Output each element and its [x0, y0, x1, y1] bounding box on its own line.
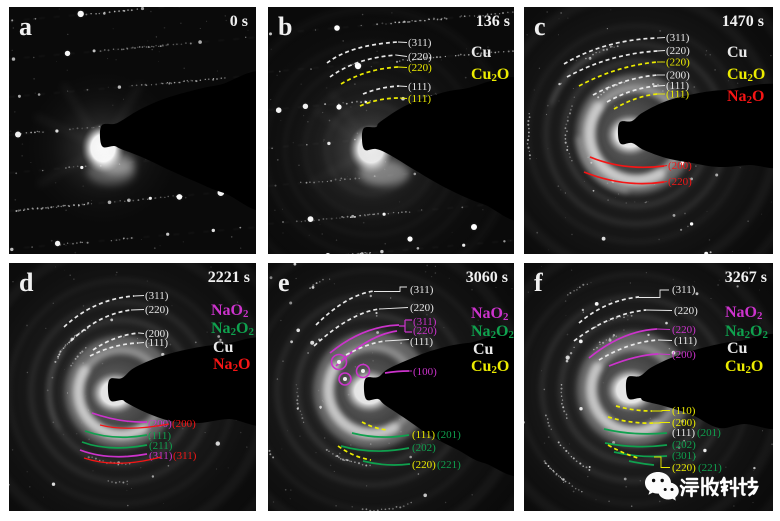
svg-text:(111): (111)	[148, 430, 171, 442]
svg-text:Cu: Cu	[727, 340, 748, 357]
svg-text:(220): (220)	[408, 51, 432, 63]
svg-text:(200): (200)	[666, 70, 690, 82]
svg-text:(110): (110)	[672, 405, 696, 417]
svg-text:NaO2: NaO2	[211, 302, 248, 320]
svg-text:(220): (220)	[145, 304, 169, 316]
svg-text:(220): (220)	[668, 176, 692, 188]
svg-text:d: d	[19, 268, 34, 297]
svg-text:(200): (200)	[145, 328, 169, 340]
svg-text:Na2O2: Na2O2	[211, 320, 254, 338]
svg-text:(111): (111)	[666, 80, 689, 92]
svg-text:(220): (220)	[674, 305, 698, 317]
svg-text:(100): (100)	[413, 366, 437, 378]
svg-text:(111): (111)	[666, 89, 689, 101]
svg-text:Cu2O: Cu2O	[471, 358, 509, 376]
svg-text:Cu2O: Cu2O	[471, 66, 509, 84]
svg-text:(111): (111)	[408, 93, 431, 105]
svg-text:Cu: Cu	[473, 341, 494, 358]
svg-text:c: c	[534, 12, 546, 41]
svg-text:(220): (220)	[666, 45, 690, 57]
svg-text:(211): (211)	[149, 440, 173, 452]
svg-text:(201): (201)	[437, 429, 461, 441]
svg-text:Cu2O: Cu2O	[727, 66, 765, 84]
svg-text:(111): (111)	[145, 337, 168, 349]
svg-text:a: a	[19, 12, 32, 41]
svg-text:e: e	[278, 268, 290, 297]
svg-text:(111): (111)	[410, 336, 433, 348]
svg-text:(200): (200)	[668, 160, 692, 172]
svg-text:(220): (220)	[408, 62, 432, 74]
svg-text:3267 s: 3267 s	[725, 269, 767, 286]
svg-text:(220): (220)	[412, 459, 436, 471]
svg-text:(202): (202)	[672, 439, 696, 451]
svg-text:(111): (111)	[674, 335, 697, 347]
svg-text:(111): (111)	[408, 81, 431, 93]
svg-text:(311): (311)	[145, 290, 169, 302]
svg-text:Na2O2: Na2O2	[725, 323, 768, 341]
svg-text:(200): (200)	[172, 418, 196, 430]
svg-text:(200): (200)	[672, 417, 696, 429]
svg-text:(220): (220)	[672, 462, 696, 474]
svg-text:f: f	[534, 268, 543, 297]
svg-text:(311): (311)	[672, 284, 696, 296]
svg-text:Na2O: Na2O	[727, 88, 764, 106]
svg-text:(311): (311)	[413, 316, 437, 328]
svg-text:0 s: 0 s	[230, 13, 248, 30]
svg-text:2221 s: 2221 s	[208, 269, 250, 286]
svg-text:(220): (220)	[410, 302, 434, 314]
svg-text:(220): (220)	[672, 324, 696, 336]
svg-text:(311): (311)	[666, 32, 690, 44]
svg-text:(311): (311)	[173, 450, 197, 462]
svg-text:(202): (202)	[412, 442, 436, 454]
svg-text:(111): (111)	[412, 429, 435, 441]
svg-text:(220): (220)	[413, 325, 437, 337]
svg-text:3060 s: 3060 s	[466, 269, 508, 286]
svg-text:NaO2: NaO2	[725, 304, 762, 322]
svg-text:(221): (221)	[437, 459, 461, 471]
svg-text:(201): (201)	[697, 427, 721, 439]
svg-text:(311): (311)	[408, 37, 432, 49]
svg-text:1470 s: 1470 s	[722, 13, 764, 30]
svg-text:Na2O2: Na2O2	[471, 323, 514, 341]
svg-text:NaO2: NaO2	[471, 305, 508, 323]
svg-text:(221): (221)	[698, 462, 722, 474]
svg-text:Cu2O: Cu2O	[725, 358, 763, 376]
svg-text:(111): (111)	[672, 427, 695, 439]
svg-text:(311): (311)	[410, 284, 434, 296]
svg-text:Cu: Cu	[471, 44, 492, 61]
svg-text:Na2O: Na2O	[213, 356, 250, 374]
svg-text:(311): (311)	[149, 450, 173, 462]
svg-text:136 s: 136 s	[476, 13, 510, 30]
svg-text:(200): (200)	[672, 349, 696, 361]
svg-text:(301): (301)	[672, 450, 696, 462]
svg-text:(220): (220)	[666, 57, 690, 69]
svg-text:b: b	[278, 12, 292, 41]
svg-text:Cu: Cu	[727, 44, 748, 61]
svg-text:Cu: Cu	[213, 339, 234, 356]
